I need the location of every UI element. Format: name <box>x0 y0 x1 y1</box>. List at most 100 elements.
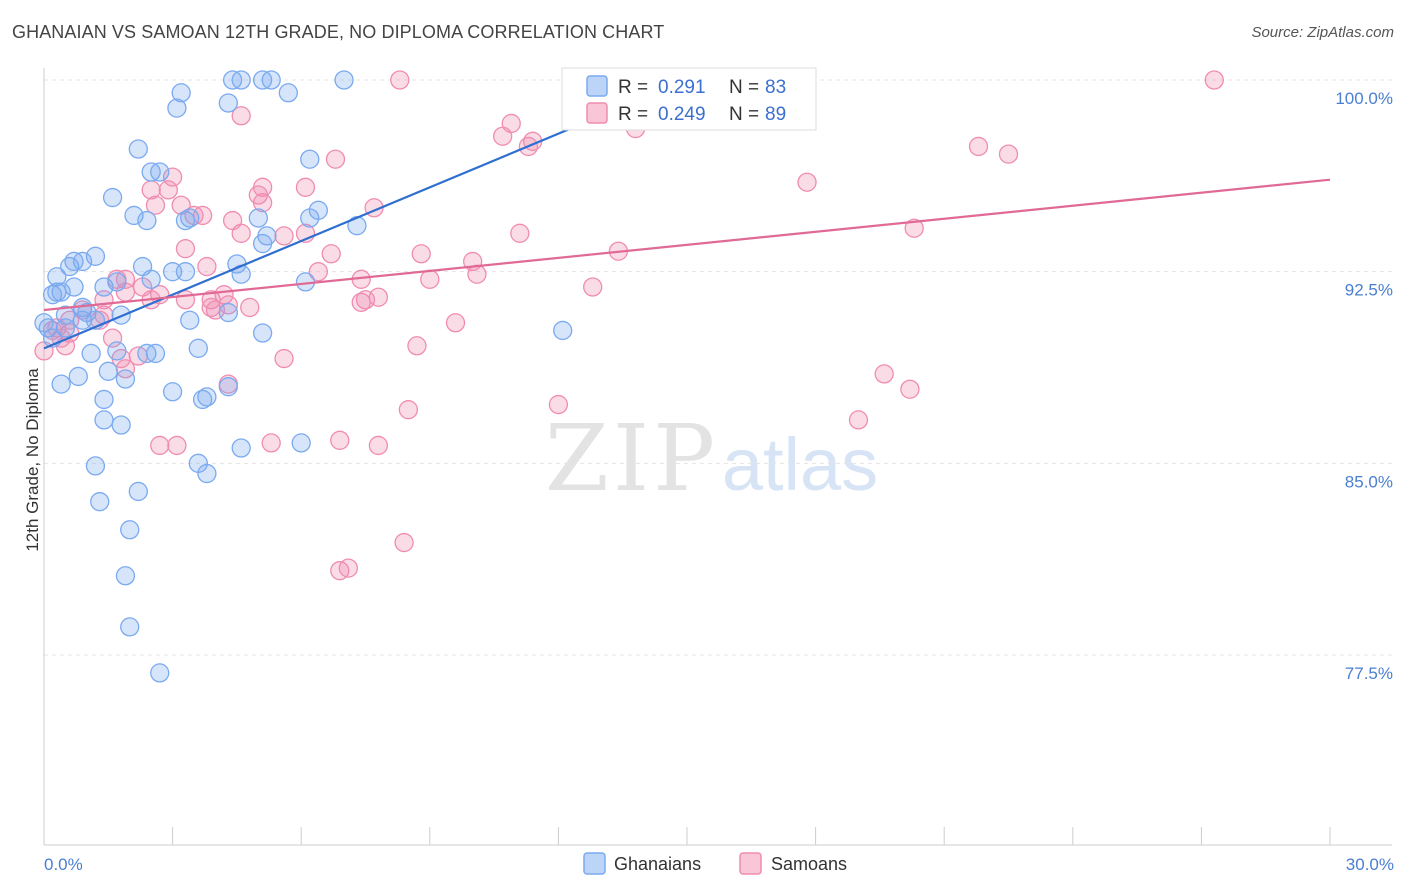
point-ghanaians <box>218 302 238 323</box>
point-samoans <box>321 244 341 264</box>
point-ghanaians <box>180 310 200 330</box>
point-samoans <box>355 290 376 310</box>
point-samoans <box>295 177 316 197</box>
point-ghanaians <box>150 663 170 683</box>
point-samoans <box>493 126 513 146</box>
point-samoans <box>261 433 281 453</box>
point-ghanaians <box>171 83 191 103</box>
point-ghanaians <box>51 374 71 394</box>
y-tick-labels: 77.5% 85.0% 92.5% 100.0% <box>1335 89 1393 683</box>
point-ghanaians <box>90 492 110 512</box>
point-ghanaians <box>188 338 208 358</box>
point-ghanaians <box>300 208 320 228</box>
y-tick-label: 85.0% <box>1345 472 1393 491</box>
points-ghanaians <box>34 70 573 683</box>
point-samoans <box>102 328 123 348</box>
bottom-legend-label-samoans: Samoans <box>771 854 847 874</box>
point-samoans <box>167 435 187 456</box>
bottom-legend: Ghanaians Samoans <box>583 852 847 875</box>
point-ghanaians <box>94 410 114 430</box>
point-ghanaians <box>231 70 251 90</box>
point-ghanaians <box>94 277 114 297</box>
point-ghanaians <box>128 139 148 159</box>
point-samoans <box>445 313 466 333</box>
point-samoans <box>848 410 869 430</box>
point-ghanaians <box>141 269 161 289</box>
point-samoans <box>231 223 251 243</box>
point-ghanaians <box>145 343 166 364</box>
point-samoans <box>308 262 328 282</box>
y-tick-label: 77.5% <box>1345 664 1393 683</box>
point-samoans <box>231 106 251 126</box>
x-tick-label-max: 30.0% <box>1346 855 1394 874</box>
watermark-zip: ZIP <box>545 405 719 512</box>
bottom-legend-swatch-ghanaians <box>583 852 606 875</box>
point-ghanaians <box>252 323 273 343</box>
point-samoans <box>407 336 427 356</box>
point-samoans <box>150 435 170 456</box>
point-samoans <box>510 223 530 243</box>
point-ghanaians <box>231 438 251 458</box>
point-ghanaians <box>248 208 268 228</box>
point-ghanaians <box>107 341 127 361</box>
point-samoans <box>420 269 440 289</box>
point-samoans <box>197 256 217 277</box>
point-ghanaians <box>98 361 118 381</box>
watermark-atlas: atlas <box>722 423 878 506</box>
point-samoans <box>548 394 569 415</box>
legend-r-value-samoans: 0.249 <box>658 104 706 125</box>
trendline-samoans <box>43 178 1331 312</box>
point-ghanaians <box>167 98 187 118</box>
point-ghanaians <box>162 382 183 402</box>
point-samoans <box>998 144 1019 164</box>
point-samoans <box>390 70 410 90</box>
point-samoans <box>411 244 431 264</box>
point-ghanaians <box>47 267 67 287</box>
axes <box>43 68 1392 846</box>
legend-n-value-ghanaians: 83 <box>765 77 786 98</box>
gridlines <box>44 79 1392 656</box>
point-ghanaians <box>300 149 320 169</box>
point-samoans <box>968 136 989 157</box>
y-axis-label: 12th Grade, No Diploma <box>23 368 42 552</box>
point-ghanaians <box>68 366 88 387</box>
point-ghanaians <box>218 377 238 397</box>
point-samoans <box>325 149 346 169</box>
point-ghanaians <box>334 70 354 90</box>
point-ghanaians <box>261 70 281 90</box>
chart-title: GHANAIAN VS SAMOAN 12TH GRADE, NO DIPLOM… <box>12 22 665 42</box>
point-ghanaians <box>111 415 131 435</box>
point-ghanaians <box>197 463 217 484</box>
point-ghanaians <box>85 456 106 476</box>
legend-r-label-ghanaians: R = <box>618 77 648 98</box>
point-samoans <box>394 532 414 553</box>
point-ghanaians <box>291 433 311 453</box>
point-ghanaians <box>34 313 54 333</box>
point-samoans <box>252 193 273 213</box>
point-samoans <box>175 239 196 259</box>
point-ghanaians <box>81 343 101 364</box>
point-samoans <box>274 348 294 369</box>
point-ghanaians <box>115 566 136 586</box>
point-ghanaians <box>218 93 238 113</box>
point-ghanaians <box>278 83 298 103</box>
point-ghanaians <box>120 520 140 540</box>
legend-swatch-ghanaians <box>586 75 608 97</box>
point-ghanaians <box>180 208 200 228</box>
point-samoans <box>398 400 419 420</box>
bottom-legend-label-ghanaians: Ghanaians <box>614 854 701 874</box>
point-ghanaians <box>553 320 573 341</box>
legend-n-label-ghanaians: N = <box>729 77 759 98</box>
x-tick-label-min: 0.0% <box>44 855 83 874</box>
legend-n-label-samoans: N = <box>729 104 759 125</box>
point-ghanaians <box>94 389 114 410</box>
point-ghanaians <box>102 187 123 208</box>
point-ghanaians <box>42 285 63 305</box>
y-tick-label: 100.0% <box>1335 89 1393 108</box>
point-samoans <box>583 277 603 297</box>
point-samoans <box>874 364 894 384</box>
point-samoans <box>900 379 920 399</box>
point-samoans <box>145 195 166 215</box>
point-samoans <box>1204 70 1224 90</box>
